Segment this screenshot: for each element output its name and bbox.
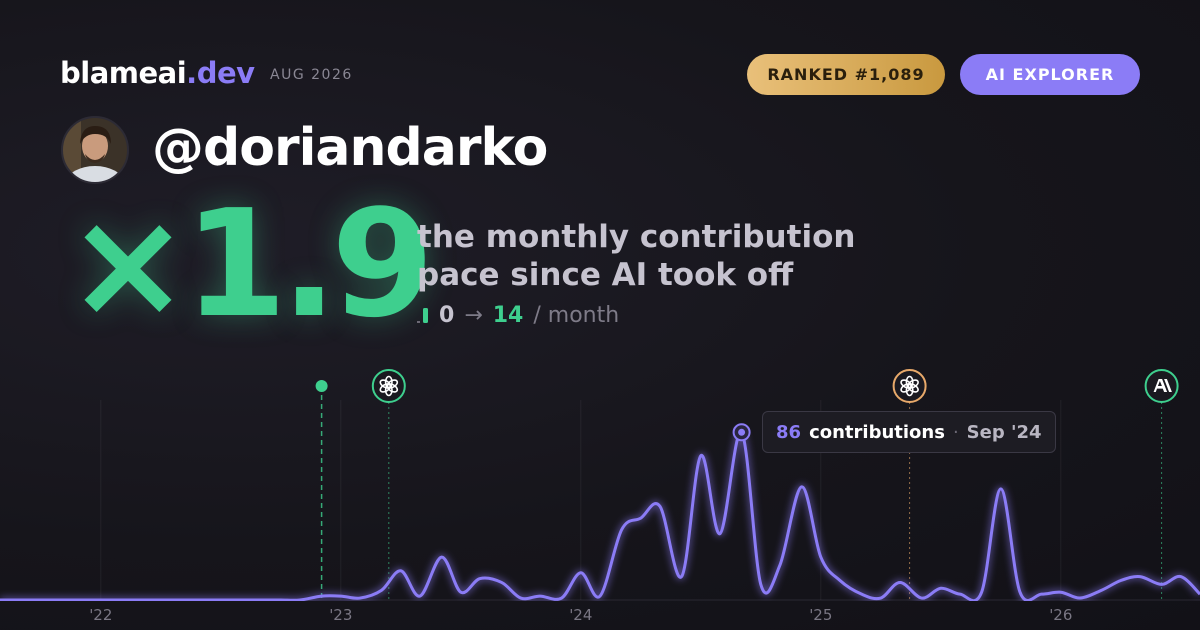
pace-after: 14 (492, 303, 524, 328)
x-tick-label: '23 (329, 606, 352, 624)
event-dot (315, 380, 328, 392)
brand-tld: .dev (186, 56, 255, 90)
event-icon (892, 369, 927, 403)
event-marker (1144, 369, 1179, 600)
x-tick-label: '22 (89, 606, 112, 624)
description: the monthly contribution pace since AI t… (417, 218, 855, 294)
x-tick-label: '24 (569, 606, 592, 624)
logo-petal (379, 379, 392, 389)
tooltip-separator: · (952, 421, 959, 443)
rank-badge: RANKED #1,089 (747, 54, 945, 95)
date: AUG 2026 (270, 67, 353, 83)
event-marker (315, 380, 328, 600)
tooltip-date: Sep '24 (966, 421, 1042, 443)
brand: blameai.dev (60, 56, 255, 90)
highlight-dot (738, 428, 746, 436)
logo-slash (1164, 379, 1172, 392)
avatar (61, 116, 129, 184)
event-icon (371, 369, 406, 403)
event-marker (892, 369, 927, 600)
description-line: the monthly contribution (417, 219, 856, 255)
pace-before: 0 (439, 303, 455, 328)
tooltip-value: 86 (776, 421, 802, 443)
tooltip-label: contributions (809, 421, 945, 443)
pace: 0 → 14 / month (417, 303, 619, 328)
pace-unit: / month (533, 303, 620, 328)
x-tick-label: '26 (1049, 606, 1072, 624)
handle: @doriandarko (152, 118, 548, 178)
role-badge: AI EXPLORER (960, 54, 1140, 95)
event-marker (371, 369, 406, 600)
description-line: pace since AI took off (417, 257, 794, 293)
multiplier: ×1.9 (66, 178, 434, 350)
brand-name: blameai (60, 56, 187, 90)
pace-icon (417, 307, 428, 323)
contribution-line (0, 430, 1200, 601)
x-tick-label: '25 (809, 606, 832, 624)
tooltip: 86 contributions · Sep '24 (762, 411, 1056, 453)
logo-petal (900, 379, 912, 389)
logo-a (1153, 379, 1168, 392)
pace-arrow: → (464, 303, 483, 328)
